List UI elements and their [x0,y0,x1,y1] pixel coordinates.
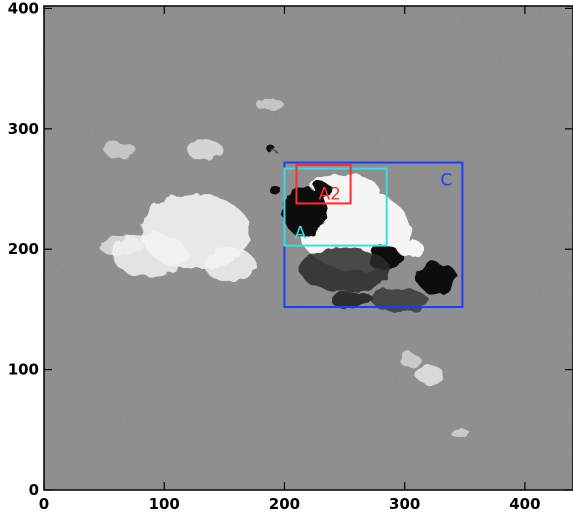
plot-frame [43,5,573,491]
x-tick-label: 0 [39,495,49,513]
y-tick-label: 100 [8,361,39,379]
region-label-c: C [440,171,452,191]
x-tick-label: 400 [509,495,540,513]
y-tick-label: 0 [29,481,39,499]
y-tick-label: 200 [8,240,39,258]
positive-plage-region [98,99,470,437]
y-tick-label: 300 [8,120,39,138]
x-tick-label: 300 [389,495,420,513]
active-region [265,145,457,312]
plot-area: C A A2 [44,6,573,490]
region-box-a [283,167,388,247]
x-axis: 0 100 200 300 400 [39,6,541,513]
y-axis: 0 100 200 300 400 [8,0,573,499]
y-tick-label: 400 [8,0,39,17]
x-tick-label: 100 [149,495,180,513]
region-box-a2 [295,163,352,205]
region-boxes: C A A2 [283,161,464,308]
region-label-a2: A2 [318,184,340,204]
x-tick-label: 200 [269,495,300,513]
region-label-a: A [294,224,306,244]
